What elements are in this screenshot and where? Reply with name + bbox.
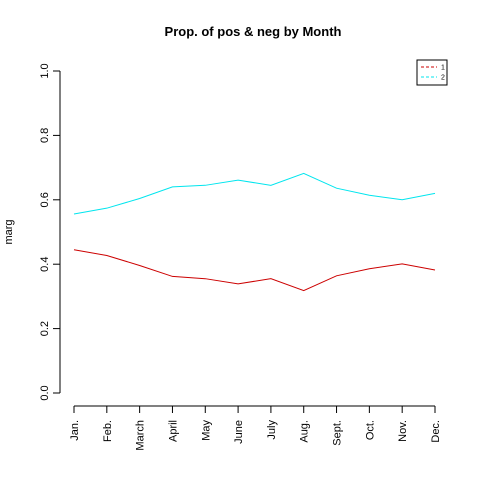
x-tick-label: Feb.: [102, 420, 114, 442]
x-tick-label: June: [233, 420, 245, 444]
x-tick-label: Dec.: [430, 420, 442, 443]
legend-box: [416, 59, 448, 86]
x-tick-label: April: [167, 420, 179, 442]
legend-label-1: 1: [441, 65, 445, 72]
y-tick-label: 0.8: [39, 128, 51, 143]
legend-label-2: 2: [441, 75, 445, 82]
legend: 12: [416, 59, 448, 86]
x-tick-label: Aug.: [299, 420, 311, 443]
chart-title: Prop. of pos & neg by Month: [165, 24, 342, 39]
y-tick-label: 0.2: [39, 321, 51, 336]
x-tick-label: March: [135, 420, 147, 451]
y-tick-label: 0.4: [39, 257, 51, 272]
series-2-line: [73, 172, 436, 215]
x-tick-label: Sept.: [332, 420, 344, 446]
y-tick-label: 0.0: [39, 385, 51, 400]
x-tick-label: Nov.: [397, 420, 409, 442]
x-tick-label: Jan.: [69, 420, 81, 441]
x-tick-label: Oct.: [364, 420, 376, 440]
axes: 0.0 0.2 0.4 0.6 0.8 1.0 Jan. Feb. March April May J…: [39, 63, 442, 450]
y-tick-label: 1.0: [39, 63, 51, 78]
y-tick-label: 0.6: [39, 192, 51, 207]
y-axis-label: marg: [3, 219, 15, 244]
x-tick-label: July: [266, 420, 278, 440]
series-1-line: [73, 249, 436, 292]
series-lines: [73, 172, 436, 292]
x-tick-label: May: [200, 420, 212, 441]
